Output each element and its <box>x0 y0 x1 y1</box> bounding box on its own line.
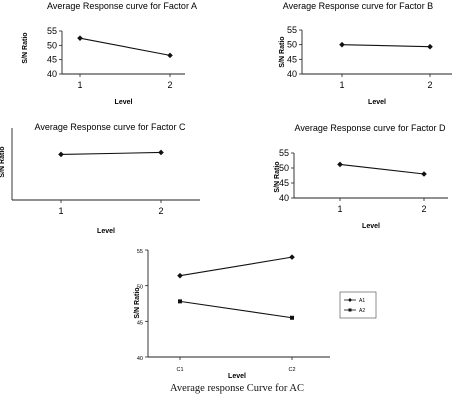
series-line <box>341 44 431 48</box>
x-axis-label: Level <box>362 223 380 230</box>
legend-marker <box>348 298 352 302</box>
chart-title: Average Response curve for Factor D <box>295 123 446 133</box>
data-point <box>58 151 64 158</box>
series-line <box>79 37 171 56</box>
y-tick-label: 45 <box>47 55 57 65</box>
y-tick-label: 45 <box>137 320 143 326</box>
chart-factor-b: Average Response curve for Factor B 40 45 5… <box>279 1 452 106</box>
legend-marker <box>348 308 352 312</box>
chart-title: Average Response curve for Factor B <box>283 1 433 11</box>
legend-label: A2 <box>359 308 365 314</box>
chart-factor-a: Average Response curve for Factor A 40 45 5… <box>22 1 197 106</box>
y-tick-label: 50 <box>137 285 143 291</box>
y-tick-label: 40 <box>137 356 143 362</box>
series-line <box>339 163 425 175</box>
chart-interaction-ac: 40 45 50 55 C1 C2 Level S/N Ratio A1 A2 <box>134 249 377 380</box>
chart-factor-c: Average Response curve for Factor C 1 2 Lev… <box>0 122 200 235</box>
series-line-a1 <box>179 256 293 277</box>
x-tick-label: C1 <box>176 367 183 373</box>
data-point <box>167 52 173 59</box>
data-point <box>77 35 83 41</box>
y-axis-label: S/N Ratio <box>0 146 6 177</box>
y-tick-label: 55 <box>137 249 143 255</box>
legend-label: A1 <box>359 298 365 304</box>
data-point <box>421 171 427 177</box>
y-axis-label: S/N Ratio <box>134 287 141 318</box>
legend: A1 A2 <box>339 291 377 319</box>
y-axis-label: S/N Ratio <box>274 161 281 192</box>
y-tick-label: 45 <box>287 54 297 64</box>
x-tick-label: 2 <box>158 206 163 216</box>
x-axis-label: Level <box>368 99 386 106</box>
chart-title: Average Response curve for Factor C <box>35 122 186 132</box>
data-point <box>177 272 183 279</box>
data-point <box>178 299 182 304</box>
x-tick-label: 2 <box>427 80 432 90</box>
x-axis-label: Level <box>115 99 133 106</box>
data-point <box>337 161 343 168</box>
y-tick-label: 55 <box>279 148 289 158</box>
y-axis-label: S/N Ratio <box>22 32 29 63</box>
series-line <box>60 151 162 155</box>
legend-box <box>339 291 377 319</box>
x-tick-label: C2 <box>288 367 295 373</box>
x-tick-label: 2 <box>421 204 426 214</box>
x-tick-label: 1 <box>337 204 342 214</box>
y-tick-label: 45 <box>279 178 289 188</box>
data-point <box>289 254 295 260</box>
y-tick-label: 55 <box>287 25 297 35</box>
data-point <box>290 315 294 320</box>
y-tick-label: 50 <box>279 163 289 173</box>
chart-factor-d: Average Response curve for Factor D 40 45 5… <box>274 123 448 230</box>
y-tick-label: 40 <box>279 193 289 203</box>
data-point <box>339 41 345 48</box>
x-tick-label: 1 <box>58 206 63 216</box>
x-tick-label: 2 <box>167 80 172 90</box>
x-axis-label: Level <box>97 228 115 235</box>
y-tick-label: 55 <box>47 26 57 36</box>
x-tick-label: 1 <box>77 80 82 90</box>
data-point <box>158 149 164 156</box>
y-tick-label: 40 <box>47 69 57 79</box>
data-point <box>427 43 433 50</box>
figure-caption: Average response Curve for AC <box>170 383 304 394</box>
x-tick-label: 1 <box>339 80 344 90</box>
y-tick-label: 50 <box>47 40 57 50</box>
chart-title: Average Response curve for Factor A <box>47 1 197 11</box>
y-tick-label: 40 <box>287 69 297 79</box>
series-line-a2 <box>179 300 293 319</box>
y-tick-label: 50 <box>287 40 297 50</box>
x-axis-label: Level <box>228 373 246 380</box>
y-axis-label: S/N Ratio <box>279 36 286 67</box>
